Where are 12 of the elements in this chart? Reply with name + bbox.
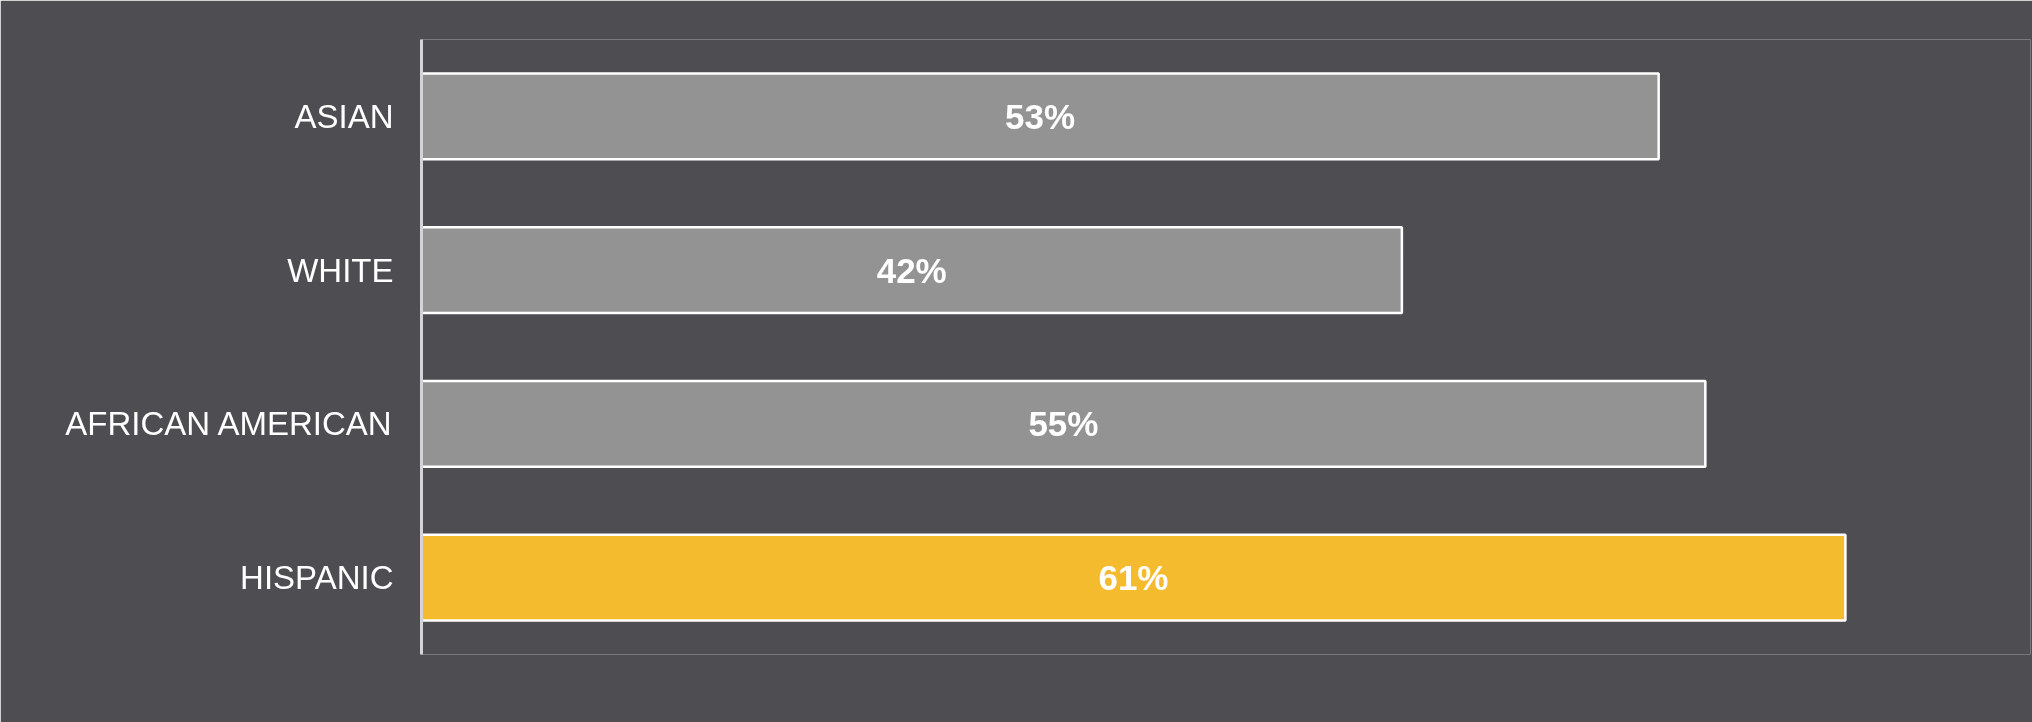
data-label: 61% — [1098, 558, 1169, 598]
y-tick-label: AFRICAN AMERICAN — [65, 405, 392, 443]
bar — [421, 72, 1660, 161]
bar — [421, 226, 1404, 315]
y-tick-label: ASIAN — [294, 97, 394, 135]
y-tick-label: WHITE — [287, 251, 394, 289]
bar — [421, 533, 1847, 622]
data-label: 42% — [876, 250, 947, 290]
data-label: 55% — [1028, 404, 1099, 444]
y-tick-label: HISPANIC — [240, 559, 394, 597]
bar — [421, 379, 1707, 468]
data-label: 53% — [1005, 96, 1076, 136]
